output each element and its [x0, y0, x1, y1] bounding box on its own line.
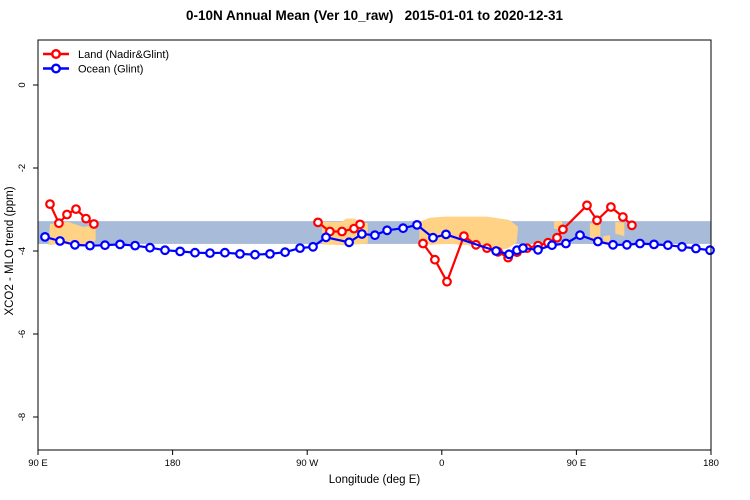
x-tick-label: 180 [165, 458, 181, 469]
data-point-marker [175, 246, 186, 257]
data-point-marker [677, 241, 687, 252]
chart-title: 0-10N Annual Mean (Ver 10_raw) 2015-01-0… [186, 8, 563, 23]
y-axis: 0 -2 -4 -6 -8 [17, 82, 38, 421]
data-point-marker [321, 232, 331, 243]
x-axis: 90 E 180 90 W 0 90 E 180 [28, 450, 719, 469]
land-uncertainty-patch [419, 216, 519, 251]
data-point-marker [40, 231, 50, 242]
data-point-marker [618, 212, 628, 222]
data-point-marker [705, 245, 715, 256]
data-point-marker [355, 219, 365, 230]
data-point-marker [552, 232, 562, 243]
ocean-series [40, 219, 715, 260]
y-axis-title: XCO2 - MLO trend (ppm) [4, 186, 16, 316]
data-point-marker [428, 232, 438, 243]
data-point-marker [344, 237, 355, 248]
data-point-marker [370, 230, 380, 241]
data-point-marker [622, 239, 632, 250]
data-point-marker [382, 225, 393, 236]
y-tick-label: -2 [17, 164, 28, 172]
data-point-marker [430, 254, 440, 265]
data-point-marker [81, 213, 91, 224]
data-point-marker [45, 199, 55, 210]
data-point-marker [533, 244, 543, 255]
data-point-marker [491, 246, 502, 256]
data-point-marker [190, 247, 200, 258]
legend-marker-icon [51, 49, 62, 60]
y-tick-label: -4 [17, 247, 28, 255]
data-point-marker [575, 230, 585, 241]
legend-label: Land (Nadir&Glint) [78, 49, 169, 61]
data-point-marker [313, 217, 323, 228]
x-tick-label: 180 [703, 458, 719, 469]
data-point-marker [398, 223, 409, 234]
data-point-marker [130, 240, 141, 251]
data-point-marker [62, 209, 72, 220]
data-point-marker [635, 238, 645, 249]
data-point-marker [691, 243, 701, 254]
data-point-marker [441, 229, 451, 240]
data-point-marker [561, 238, 571, 249]
plot-box [37, 39, 712, 451]
x-tick-label: 90 W [296, 458, 318, 469]
data-point-marker [85, 240, 95, 251]
legend-label: Ocean (Glint) [78, 63, 143, 75]
data-point-marker [627, 220, 637, 231]
data-point-marker [418, 238, 428, 249]
data-point-marker [205, 248, 215, 259]
data-point-marker [115, 239, 125, 250]
x-tick-label: 90 E [567, 458, 587, 469]
data-point-marker [649, 239, 659, 250]
data-point-marker [235, 248, 245, 259]
data-point-marker [592, 215, 602, 226]
data-point-marker [504, 249, 515, 260]
data-point-marker [55, 236, 65, 246]
data-point-marker [145, 242, 155, 253]
y-tick-label: -6 [17, 330, 28, 338]
data-point-marker [547, 240, 557, 251]
data-point-marker [593, 236, 603, 247]
y-tick-label: -8 [17, 413, 28, 421]
data-point-marker [295, 243, 305, 254]
data-point-marker [582, 200, 592, 211]
land-uncertainty-patch [615, 221, 625, 237]
data-point-marker [308, 241, 318, 252]
x-tick-label: 0 [439, 458, 444, 469]
data-point-marker [160, 245, 170, 256]
data-point-marker [54, 218, 64, 229]
x-tick-label: 90 E [28, 458, 48, 469]
data-point-marker [88, 219, 99, 229]
land-uncertainty-patch [589, 223, 601, 241]
data-point-marker [558, 224, 568, 235]
data-point-marker [280, 247, 291, 258]
data-point-marker [442, 276, 452, 287]
data-point-marker [412, 219, 422, 230]
data-point-marker [663, 240, 673, 251]
data-point-marker [337, 226, 347, 237]
data-point-marker [606, 202, 616, 212]
legend-marker-icon [51, 63, 62, 74]
data-point-marker [100, 240, 110, 251]
y-tick-label: 0 [17, 82, 28, 87]
data-point-marker [357, 229, 367, 239]
data-point-marker [219, 247, 230, 258]
x-axis-title: Longitude (deg E) [328, 474, 421, 486]
data-point-marker [265, 248, 275, 259]
data-point-marker [608, 239, 618, 250]
legend: Land (Nadir&Glint) Ocean (Glint) [43, 49, 169, 75]
data-point-marker [250, 249, 260, 260]
land-uncertainty-patch [603, 235, 610, 243]
data-point-marker [518, 243, 528, 254]
data-point-marker [69, 239, 80, 250]
data-point-marker [71, 204, 81, 215]
